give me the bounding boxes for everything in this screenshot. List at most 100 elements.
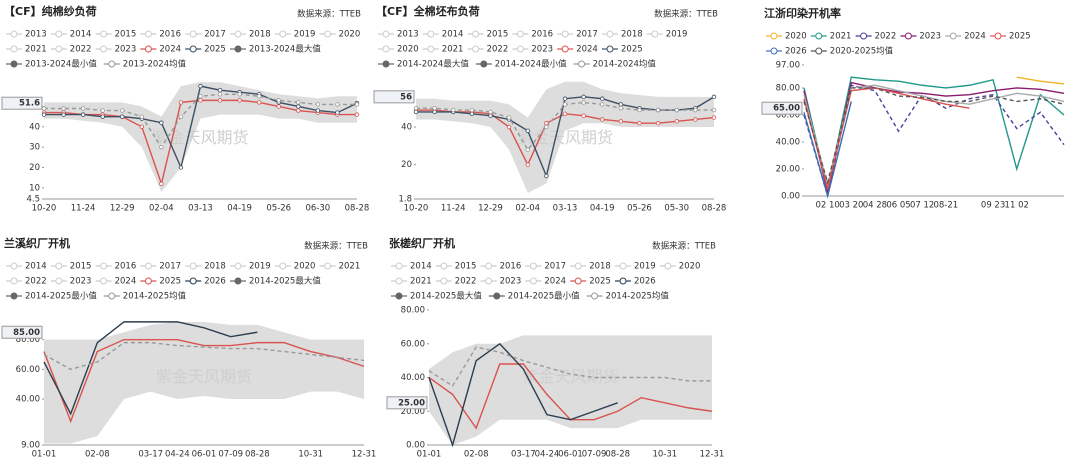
legend-marker <box>324 262 332 270</box>
x-tick-label: 12-31 <box>352 450 377 460</box>
y-tick-label: 20.00 <box>776 164 800 174</box>
x-tick-label: 04 28 <box>863 201 887 211</box>
point <box>217 98 223 103</box>
point <box>562 96 568 101</box>
legend-label: 2023 <box>531 45 553 55</box>
point <box>354 102 360 107</box>
point <box>41 106 47 111</box>
point <box>198 98 203 103</box>
legend-marker <box>55 262 63 270</box>
series-line <box>428 346 712 387</box>
watermark: 紫金天风期货 <box>152 128 248 147</box>
legend-label: 2013 <box>25 30 47 40</box>
legend-marker <box>480 60 488 68</box>
x-tick-label: 02 10 <box>815 201 839 211</box>
chart-title: 张槎织厂开机 <box>389 236 455 250</box>
x-tick-label: 11-24 <box>441 204 466 214</box>
x-tick-label: 12-29 <box>110 204 135 214</box>
x-tick-label: 11 02 <box>1005 201 1029 211</box>
y-tick-label: 9.00 <box>21 441 40 451</box>
y-tick-label: 80.00 <box>776 83 800 93</box>
legend-label: 2019 <box>249 262 271 272</box>
legend-label: 2023 <box>500 277 522 287</box>
legend-marker <box>279 30 287 38</box>
x-tick-label: 03-17 <box>511 450 536 460</box>
legend-marker <box>493 292 501 300</box>
legend-marker <box>815 47 823 55</box>
legend-label: 2024 <box>964 32 986 42</box>
point <box>296 100 301 105</box>
legend-label: 2013-2024最小值 <box>25 59 97 70</box>
x-tick-label: 08-28 <box>345 204 370 214</box>
x-tick-label: 12-31 <box>700 450 725 460</box>
point <box>451 107 456 113</box>
legend-marker <box>664 262 672 270</box>
legend-marker <box>10 45 18 53</box>
y-tick-label: 40.00 <box>16 395 40 405</box>
legend-label: 2015 <box>70 262 92 272</box>
x-tick-label: 06-01 <box>192 450 217 460</box>
legend-label: 2016 <box>159 30 181 40</box>
point <box>581 100 586 105</box>
series-line <box>43 338 365 424</box>
legend-label: 2026 <box>634 277 656 287</box>
range-band <box>429 335 712 445</box>
point <box>506 115 512 120</box>
x-tick-label: 03 20 <box>839 201 863 211</box>
legend-marker <box>561 30 569 38</box>
x-tick-label: 02-04 <box>515 204 540 214</box>
point <box>413 109 419 115</box>
point <box>100 108 105 113</box>
legend-marker <box>994 32 1002 40</box>
point <box>506 124 512 130</box>
x-tick-label: 10-20 <box>32 204 57 214</box>
legend-marker <box>55 277 63 285</box>
legend-marker <box>427 30 435 38</box>
point <box>315 108 321 113</box>
point <box>469 111 475 117</box>
legend-marker <box>234 30 242 38</box>
x-tick-label: 07-09 <box>218 450 243 460</box>
legend-marker <box>382 45 390 53</box>
legend-label: 2021 <box>410 277 432 287</box>
current-value-box <box>1 325 43 339</box>
legend-marker <box>860 32 868 40</box>
point <box>217 92 223 97</box>
legend-marker <box>144 30 152 38</box>
legend-label: 2025 <box>204 45 226 55</box>
legend-label: 2020-2025均值 <box>830 46 894 57</box>
legend-label: 2014-2024均值 <box>593 59 657 70</box>
point <box>80 106 86 111</box>
x-tick-label: 10-20 <box>404 204 429 214</box>
legend-label: 2023 <box>70 277 92 287</box>
legend-marker <box>10 292 18 300</box>
legend-label: 2015 <box>115 30 137 40</box>
point <box>354 112 360 117</box>
legend-label: 2019 <box>294 30 316 40</box>
legend-label: 2025 <box>621 45 643 55</box>
legend-marker <box>144 262 152 270</box>
legend-marker <box>574 277 582 285</box>
legend-label: 2017 <box>159 262 181 272</box>
legend-label: 2014 <box>25 262 47 272</box>
legend-marker <box>395 292 403 300</box>
point <box>525 128 530 133</box>
series-line <box>803 87 970 190</box>
point <box>178 114 184 119</box>
y-tick-label: 80.00 <box>401 306 425 316</box>
point <box>198 83 203 89</box>
y-tick-label: 1.8 <box>398 195 412 205</box>
point <box>693 117 698 122</box>
point <box>296 104 301 109</box>
point <box>711 107 717 113</box>
legend-marker <box>529 277 537 285</box>
y-tick-label: 80.00 <box>16 335 40 345</box>
legend-marker <box>144 45 152 53</box>
legend-marker <box>606 45 614 53</box>
point <box>600 96 605 101</box>
legend-label: 2021 <box>25 45 47 55</box>
y-tick-label: 20 <box>401 160 412 170</box>
legend-marker <box>10 262 18 270</box>
legend-marker <box>382 60 390 68</box>
y-tick-label: 60.00 <box>401 339 425 349</box>
